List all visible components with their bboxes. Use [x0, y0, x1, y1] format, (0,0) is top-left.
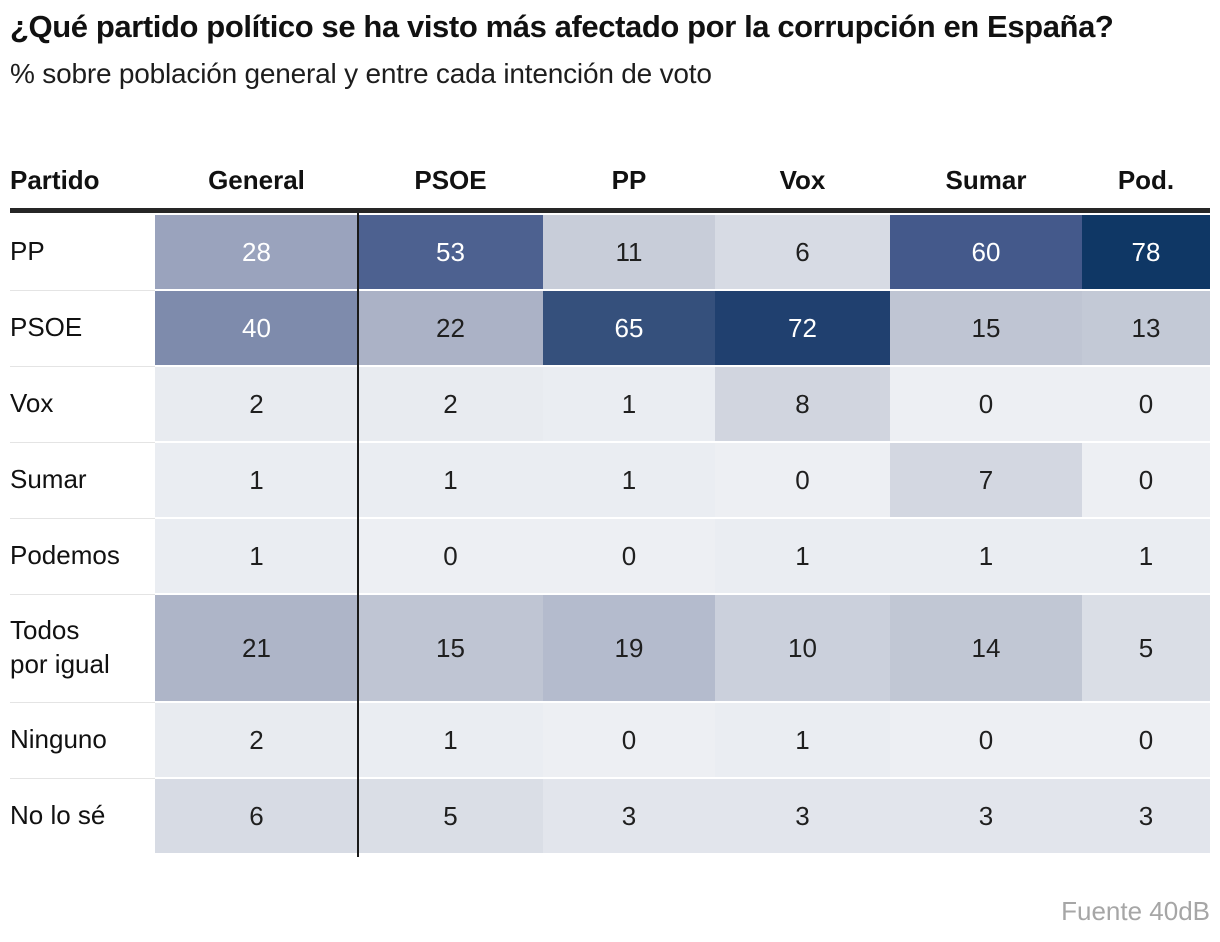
- heatmap-cell: 15: [890, 291, 1082, 365]
- source-credit: Fuente 40dB: [1061, 896, 1210, 926]
- table-row: Podemos 1 0 0 1 1 1: [10, 519, 1210, 595]
- heatmap-cell: 5: [1082, 595, 1210, 701]
- row-label: Vox: [10, 367, 155, 443]
- heatmap-cell: 1: [543, 443, 715, 517]
- table-row: Vox 2 2 1 8 0 0: [10, 367, 1210, 443]
- heatmap-cell: 60: [890, 215, 1082, 289]
- table-row: No lo sé 6 5 3 3 3 3: [10, 779, 1210, 853]
- column-header-psoe: PSOE: [414, 164, 487, 195]
- heatmap-cell: 1: [715, 519, 890, 593]
- heatmap-cell: 0: [890, 367, 1082, 441]
- column-header-general: General: [208, 164, 305, 195]
- heatmap-cell: 0: [358, 519, 543, 593]
- heatmap-cell: 10: [715, 595, 890, 701]
- heatmap-cell: 3: [715, 779, 890, 853]
- heatmap-cell: 1: [358, 703, 543, 777]
- table-row: Todos por igual 21 15 19 10 14 5: [10, 595, 1210, 703]
- heatmap-cell: 3: [1082, 779, 1210, 853]
- heatmap-cell: 22: [358, 291, 543, 365]
- row-label: PP: [10, 215, 155, 291]
- heatmap-cell: 72: [715, 291, 890, 365]
- heatmap-cell: 15: [358, 595, 543, 701]
- column-header-partido: Partido: [10, 164, 100, 195]
- heatmap-cell: 6: [715, 215, 890, 289]
- heatmap-cell: 0: [543, 703, 715, 777]
- heatmap-cell: 0: [1082, 367, 1210, 441]
- row-label: Podemos: [10, 519, 155, 595]
- column-header-sumar: Sumar: [945, 164, 1027, 195]
- heatmap-cell: 0: [715, 443, 890, 517]
- table-header-row: Partido General PSOE PP Vox Sumar Pod.: [10, 152, 1210, 213]
- heatmap-cell: 2: [155, 367, 358, 441]
- heatmap-cell: 0: [890, 703, 1082, 777]
- heatmap-cell: 1: [890, 519, 1082, 593]
- table-row: Ninguno 2 1 0 1 0 0: [10, 703, 1210, 779]
- row-label: Todos por igual: [10, 595, 155, 703]
- heatmap-cell: 1: [715, 703, 890, 777]
- row-label: PSOE: [10, 291, 155, 367]
- row-label: No lo sé: [10, 779, 155, 853]
- heatmap-cell: 3: [543, 779, 715, 853]
- heatmap-cell: 19: [543, 595, 715, 701]
- heatmap-cell: 0: [1082, 703, 1210, 777]
- heatmap-cell: 2: [358, 367, 543, 441]
- heatmap-cell: 65: [543, 291, 715, 365]
- table-row: PP 28 53 11 6 60 78: [10, 215, 1210, 291]
- heatmap-cell: 14: [890, 595, 1082, 701]
- column-header-pp: PP: [611, 164, 647, 195]
- heatmap-cell: 21: [155, 595, 358, 701]
- heatmap-cell: 1: [1082, 519, 1210, 593]
- page-title: ¿Qué partido político se ha visto más af…: [10, 9, 1114, 44]
- general-column-divider-line: [357, 213, 359, 857]
- table-body: PP 28 53 11 6 60 78 PSOE 40 22 65 72 15 13 Vox 2 2 1 8 0 0 Su…: [10, 215, 1210, 853]
- heatmap-cell: 11: [543, 215, 715, 289]
- heatmap-cell: 53: [358, 215, 543, 289]
- heatmap-cell: 0: [543, 519, 715, 593]
- heatmap-cell: 1: [543, 367, 715, 441]
- heatmap-cell: 1: [155, 443, 358, 517]
- heatmap-cell: 0: [1082, 443, 1210, 517]
- heatmap-cell: 13: [1082, 291, 1210, 365]
- row-label: Ninguno: [10, 703, 155, 779]
- heatmap-cell: 78: [1082, 215, 1210, 289]
- table-row: Sumar 1 1 1 0 7 0: [10, 443, 1210, 519]
- chart-subtitle: % sobre población general y entre cada i…: [10, 58, 712, 89]
- heatmap-cell: 5: [358, 779, 543, 853]
- heatmap-cell: 1: [358, 443, 543, 517]
- heatmap-cell: 7: [890, 443, 1082, 517]
- heatmap-cell: 1: [155, 519, 358, 593]
- table-row: PSOE 40 22 65 72 15 13: [10, 291, 1210, 367]
- heatmap-table: Partido General PSOE PP Vox Sumar Pod. PP 28 53 1…: [10, 152, 1210, 857]
- heatmap-cell: 3: [890, 779, 1082, 853]
- heatmap-cell: 28: [155, 215, 358, 289]
- heatmap-cell: 2: [155, 703, 358, 777]
- row-label: Sumar: [10, 443, 155, 519]
- heatmap-cell: 40: [155, 291, 358, 365]
- column-header-vox: Vox: [779, 164, 826, 195]
- heatmap-cell: 6: [155, 779, 358, 853]
- heatmap-cell: 8: [715, 367, 890, 441]
- column-header-pod: Pod.: [1117, 164, 1175, 195]
